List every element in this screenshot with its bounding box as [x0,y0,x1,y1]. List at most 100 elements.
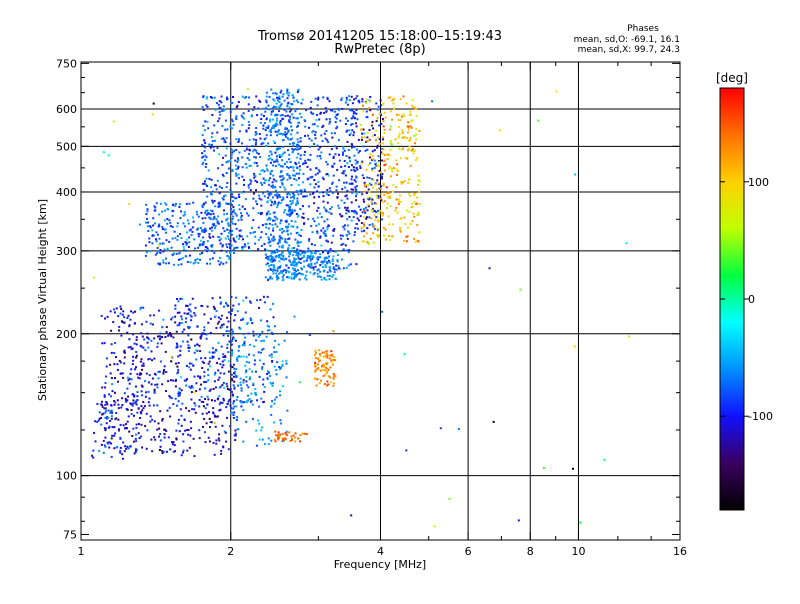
scatter-point [310,262,313,265]
scatter-point [94,420,97,423]
scatter-point [134,368,137,371]
scatter-point [345,212,348,215]
scatter-point [341,188,344,191]
scatter-point [298,234,301,236]
scatter-point [102,451,105,454]
scatter-point [300,102,303,105]
scatter-point [250,114,253,117]
scatter-point [375,234,378,237]
scatter-point [142,407,145,410]
scatter-point [355,166,358,169]
scatter-point [290,196,292,199]
scatter-point [389,142,392,145]
scatter-point [270,150,273,153]
scatter-point [362,128,365,131]
scatter-point [224,119,227,122]
scatter-point [386,153,389,156]
scatter-point [247,120,250,123]
scatter-point [226,343,229,346]
scatter-point [281,159,284,162]
scatter-point [312,266,315,269]
scatter-point [237,384,240,387]
scatter-point [354,117,356,120]
scatter-point [381,218,383,221]
scatter-point [203,139,206,142]
scatter-point [265,263,268,266]
scatter-point [131,393,134,396]
scatter-point [284,209,286,212]
scatter-point [218,236,221,238]
scatter-point [184,225,186,228]
scatter-point [188,446,191,449]
scatter-point [244,245,247,248]
scatter-point [279,147,282,150]
scatter-point [337,139,340,142]
scatter-point [288,253,291,255]
scatter-point [286,409,289,412]
scatter-point [413,194,416,197]
scatter-point [275,255,278,257]
scatter-point [286,127,288,130]
scatter-point [176,238,179,241]
scatter-point [232,123,235,126]
scatter-point [259,213,262,216]
scatter-point [107,417,110,420]
scatter-point [284,432,287,435]
scatter-point [417,179,420,182]
scatter-point [291,272,294,275]
scatter-point [126,316,129,319]
scatter-point [203,329,206,332]
scatter-point [332,234,335,237]
scatter-point [410,119,413,122]
scatter-point [109,411,112,414]
scatter-point [109,419,112,422]
scatter-point [292,144,295,147]
scatter-point [260,198,263,201]
scatter-point [309,168,312,171]
scatter-point [218,100,221,102]
scatter-point [203,182,206,185]
scatter-point [92,276,95,279]
scatter-point [381,173,384,175]
scatter-point [201,204,204,207]
scatter-point [213,216,216,219]
scatter-point [249,182,252,185]
scatter-point [165,203,168,206]
scatter-point [395,206,398,209]
scatter-point [298,172,301,175]
scatter-point [107,409,110,412]
scatter-point [248,148,251,151]
scatter-point [382,136,385,139]
scatter-point [135,403,138,406]
scatter-point [269,308,272,311]
scatter-point [371,158,374,161]
scatter-point [415,203,417,206]
scatter-point [291,437,293,440]
scatter-point [314,363,317,365]
scatter-point [384,228,387,231]
scatter-point [275,350,278,353]
scatter-point [207,362,210,365]
scatter-point [207,379,210,382]
scatter-point [218,192,221,195]
scatter-point [373,134,376,137]
scatter-point [325,110,328,112]
scatter-point [348,156,351,159]
scatter-point [383,111,386,114]
scatter-point [153,390,156,393]
scatter-point [132,333,135,336]
scatter-point [397,142,400,145]
scatter-point [238,326,241,329]
scatter-point [383,169,386,172]
scatter-point [270,161,272,164]
scatter-point [327,174,330,177]
scatter-point [203,313,206,316]
scatter-point [291,199,294,202]
scatter-point [226,316,229,319]
scatter-point [319,359,322,362]
scatter-point [309,106,312,109]
scatter-point [326,173,329,175]
scatter-point [125,408,128,410]
scatter-point [257,107,260,110]
scatter-point [223,139,226,142]
